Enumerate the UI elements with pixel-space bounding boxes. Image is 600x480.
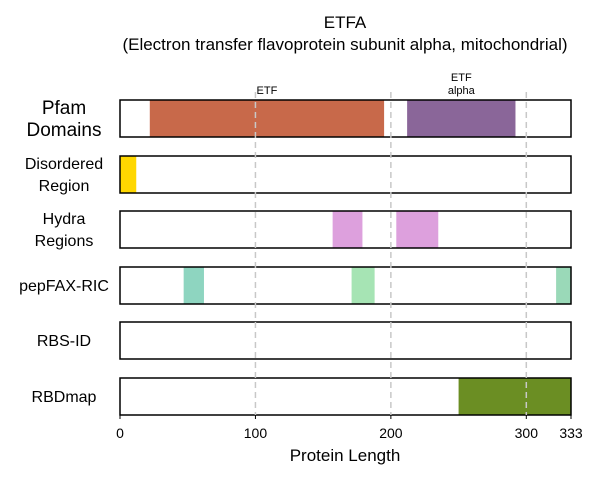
track-frame-2	[119, 210, 572, 249]
track-label-1-line-1: Region	[39, 178, 90, 195]
domain-label-0-1-1: alpha	[448, 85, 476, 97]
x-tick-label-1: 100	[244, 425, 268, 441]
domain-label-0-1-0: ETF	[451, 72, 472, 84]
track-3-segment-0	[183, 267, 204, 304]
x-tick-label-4: 333	[559, 425, 583, 441]
track-3-segment-1	[351, 267, 375, 304]
track-1-segment-0	[120, 156, 137, 193]
track-0-segment-0	[149, 100, 385, 137]
track-label-0-line-1: Domains	[27, 120, 102, 141]
x-tick-label-0: 0	[116, 425, 124, 441]
track-3-segment-2	[556, 267, 571, 304]
track-frame-4	[119, 321, 572, 360]
track-label-3-line-0: pepFAX-RIC	[19, 278, 109, 295]
chart-title: ETFA	[324, 13, 367, 32]
track-label-2-line-0: Hydra	[43, 211, 86, 228]
track-frame-0	[119, 99, 572, 138]
chart-subtitle: (Electron transfer flavoprotein subunit …	[122, 35, 567, 54]
plot-area: ETFETFalphaPfamDomainsDisorderedRegionHy…	[19, 72, 583, 441]
x-axis-label: Protein Length	[290, 446, 401, 465]
track-label-1-line-0: Disordered	[25, 156, 103, 173]
x-tick-label-2: 200	[379, 425, 403, 441]
track-0-segment-1	[407, 100, 516, 137]
track-label-2-line-1: Regions	[35, 233, 94, 250]
track-frame-3	[119, 266, 572, 305]
domain-label-0-0-0: ETF	[257, 85, 278, 97]
track-frame-1	[119, 155, 572, 194]
track-2-segment-0	[332, 211, 363, 248]
track-2-segment-1	[396, 211, 439, 248]
track-label-4-line-0: RBS-ID	[37, 333, 91, 350]
track-label-5-line-0: RBDmap	[32, 389, 97, 406]
x-tick-label-3: 300	[515, 425, 539, 441]
track-5-segment-0	[458, 378, 571, 415]
track-frame-5	[119, 377, 572, 416]
track-label-0-line-0: Pfam	[42, 98, 86, 119]
